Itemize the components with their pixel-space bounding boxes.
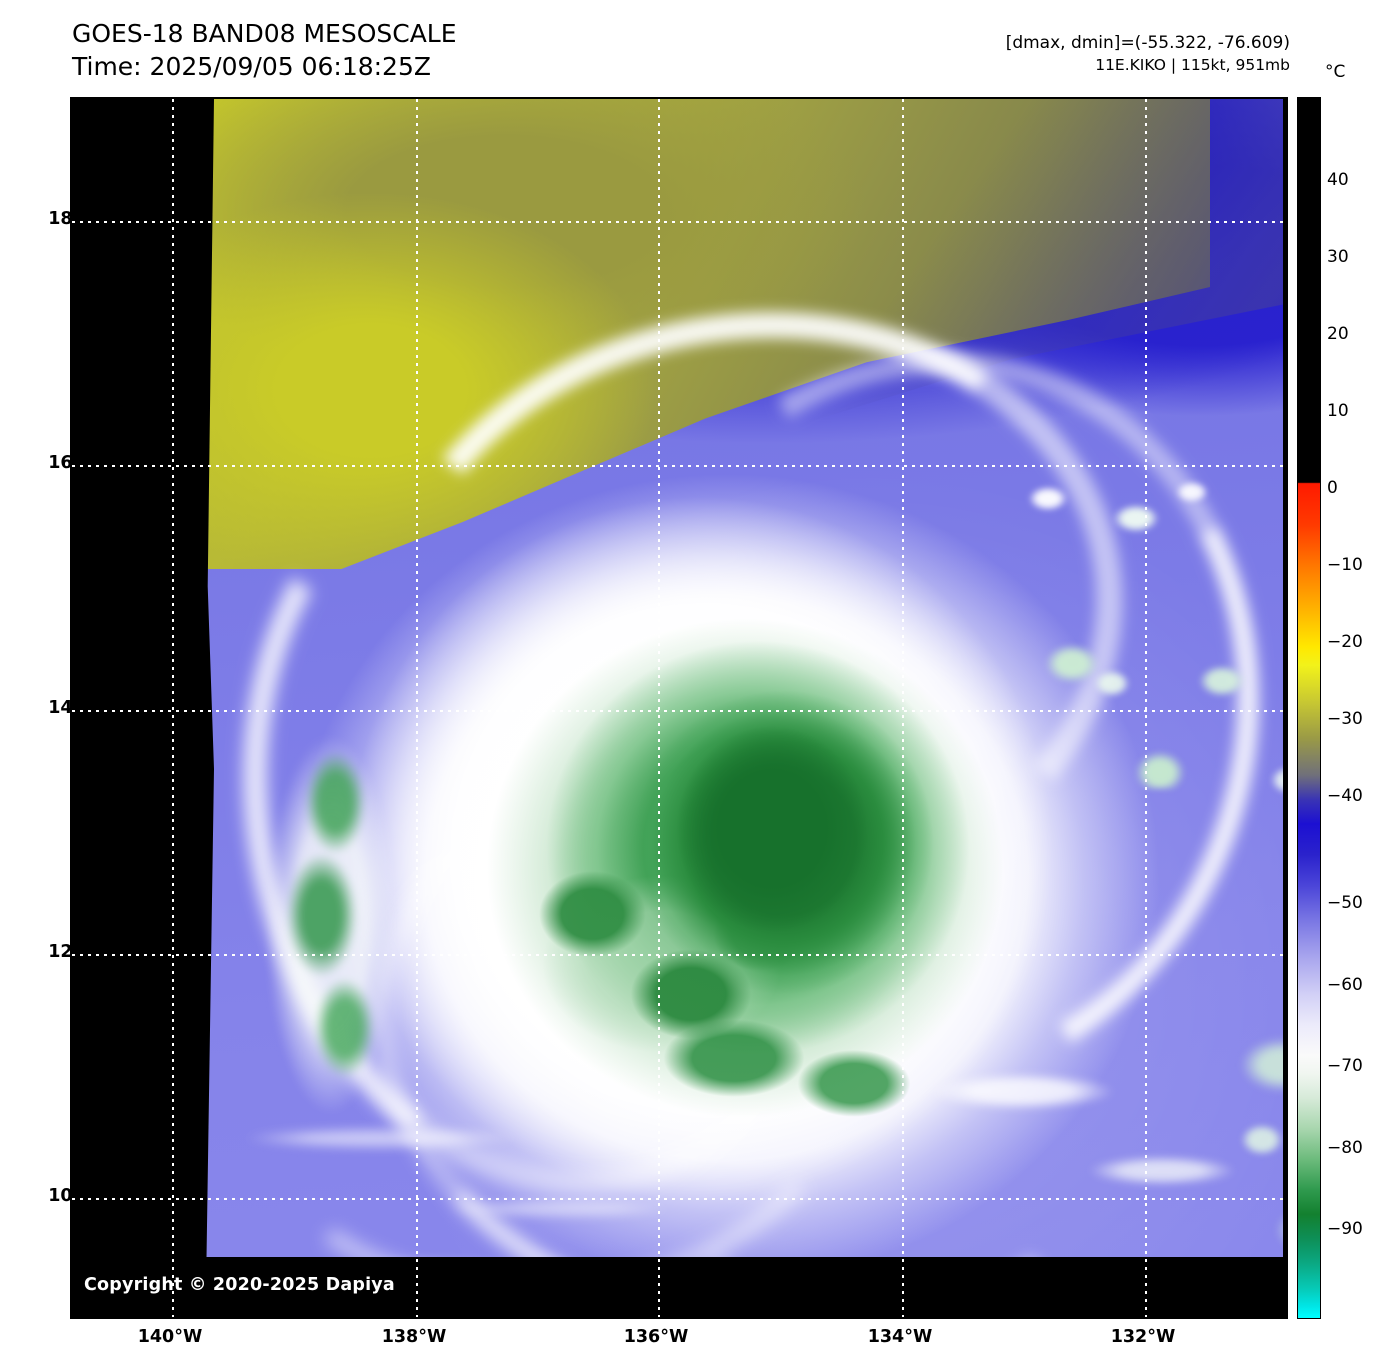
title-block: GOES-18 BAND08 MESOSCALE Time: 2025/09/0… xyxy=(72,18,457,83)
xtick-label-136w: 136°W xyxy=(623,1327,689,1347)
colorbar-tick-m50: −50 xyxy=(1327,893,1363,913)
satellite-image-plot[interactable]: Copyright © 2020-2025 Dapiya xyxy=(70,97,1288,1319)
timestamp-label: Time: 2025/09/05 06:18:25Z xyxy=(72,51,431,81)
data-minmax-label: [dmax, dmin]=(-55.322, -76.609) xyxy=(1005,33,1290,53)
metadata-block: [dmax, dmin]=(-55.322, -76.609) 11E.KIKO… xyxy=(1006,32,1290,77)
xtick-label-138w: 138°W xyxy=(381,1327,447,1347)
xtick-label-132w: 132°W xyxy=(1110,1327,1176,1347)
gridline-lon-132 xyxy=(1145,99,1147,1317)
gridline-lat-16 xyxy=(72,465,1286,467)
gridline-lat-18 xyxy=(72,221,1286,223)
gridline-lon-136 xyxy=(658,99,660,1317)
colorbar-tick-m20: −20 xyxy=(1327,632,1363,652)
storm-info-label: 11E.KIKO | 115kt, 951mb xyxy=(1095,56,1290,75)
colorbar-unit-label: °C xyxy=(1325,62,1346,82)
gridline-lon-134 xyxy=(902,99,904,1317)
colorbar[interactable] xyxy=(1297,97,1321,1319)
colorbar-tick-m10: −10 xyxy=(1327,555,1363,575)
colorbar-tick-40: 40 xyxy=(1327,170,1349,190)
colorbar-tick-m90: −90 xyxy=(1327,1219,1363,1239)
satellite-raster: Copyright © 2020-2025 Dapiya xyxy=(72,99,1286,1317)
eastern-convective-cells xyxy=(1162,619,1286,1239)
gridline-lon-140 xyxy=(172,99,174,1317)
colorbar-tick-m70: −70 xyxy=(1327,1056,1363,1076)
no-data-region-east xyxy=(1283,99,1286,1317)
colorbar-tick-20: 20 xyxy=(1327,324,1349,344)
product-title: GOES-18 BAND08 MESOSCALE xyxy=(72,19,457,48)
colorbar-tick-10: 10 xyxy=(1327,401,1349,421)
gridline-lat-10 xyxy=(72,1198,1286,1200)
colorbar-tick-m40: −40 xyxy=(1327,786,1363,806)
no-data-region-west xyxy=(72,99,204,1317)
coldest-cloud-top-core xyxy=(657,714,887,964)
gridline-lon-138 xyxy=(416,99,418,1317)
colorbar-tick-30: 30 xyxy=(1327,247,1349,267)
xtick-label-134w: 134°W xyxy=(867,1327,933,1347)
gridline-lat-12 xyxy=(72,954,1286,956)
gridline-lat-14 xyxy=(72,710,1286,712)
copyright-label: Copyright © 2020-2025 Dapiya xyxy=(84,1275,395,1295)
western-convective-band xyxy=(202,699,432,1169)
no-data-region-south xyxy=(72,1257,1286,1317)
xtick-label-140w: 140°W xyxy=(137,1327,203,1347)
colorbar-tick-m30: −30 xyxy=(1327,709,1363,729)
colorbar-tick-0: 0 xyxy=(1327,478,1338,498)
colorbar-tick-m60: −60 xyxy=(1327,975,1363,995)
colorbar-tick-m80: −80 xyxy=(1327,1138,1363,1158)
